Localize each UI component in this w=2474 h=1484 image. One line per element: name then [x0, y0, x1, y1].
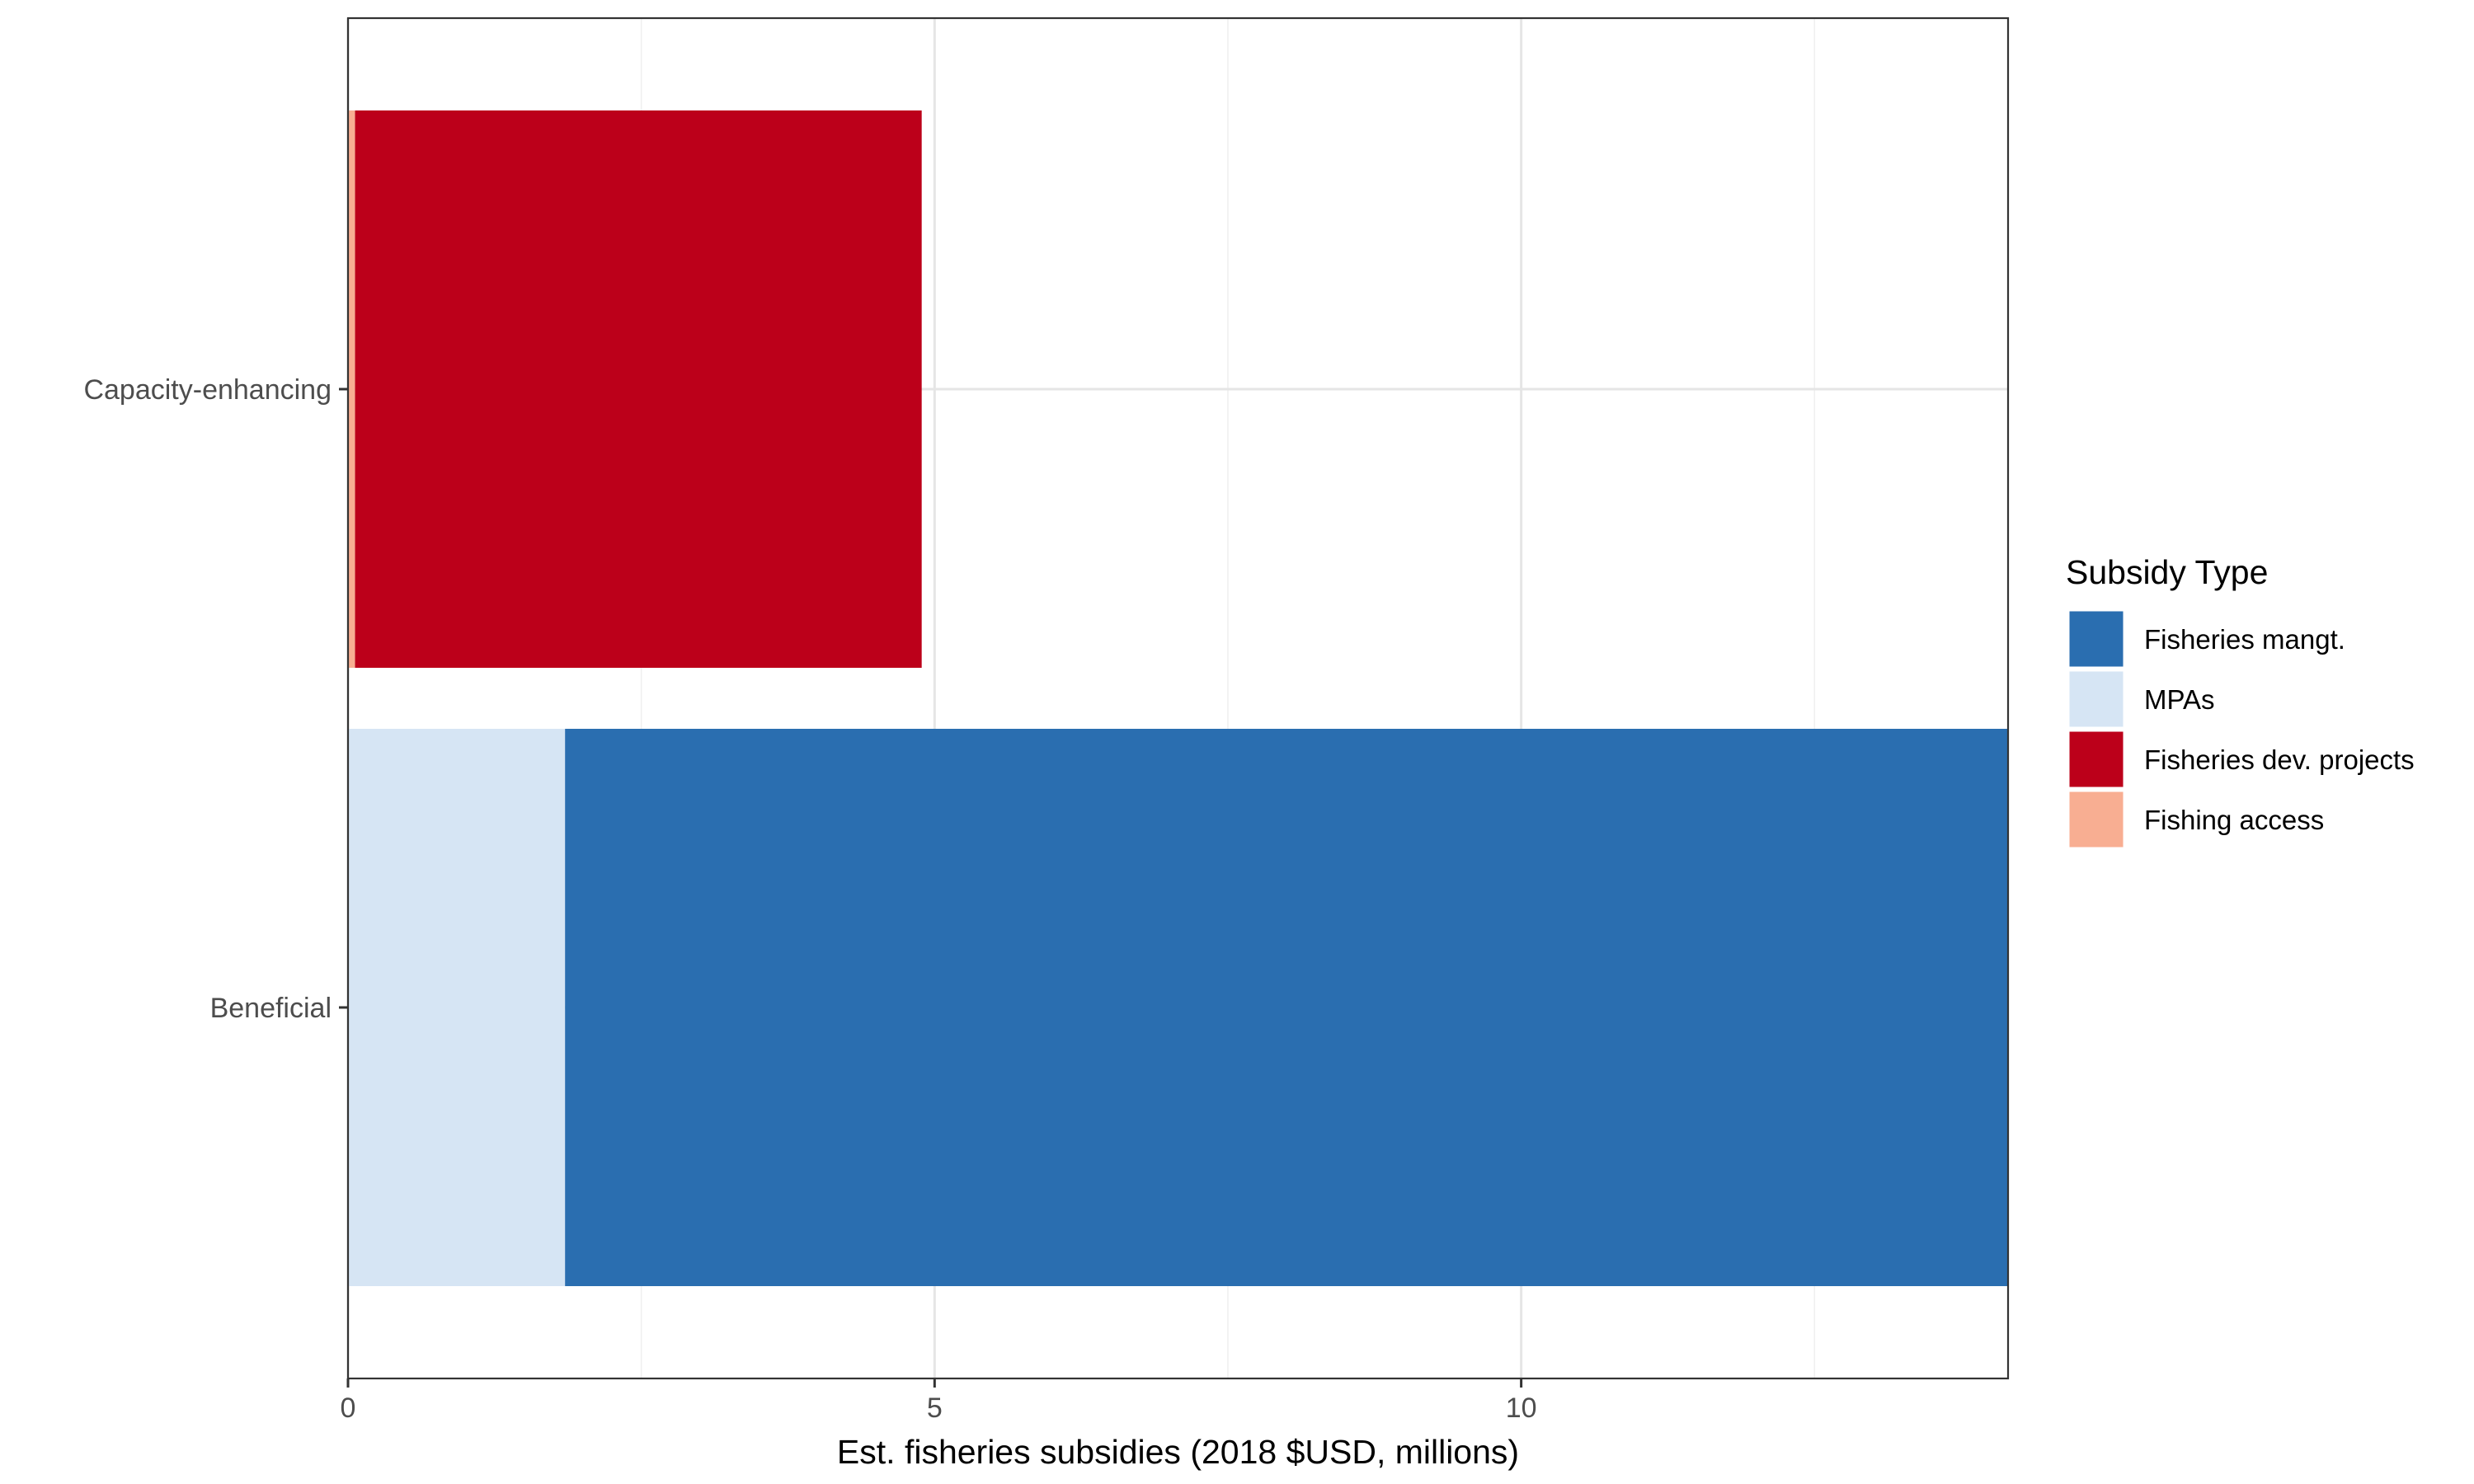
legend-key: [2067, 729, 2126, 790]
panel-border: [346, 16, 2010, 1380]
legend-label: Fisheries dev. projects: [2144, 744, 2415, 775]
x-tick-label: 5: [927, 1392, 943, 1424]
axes-layer: 0 5 10 Capacity-enhancing Beneficial: [83, 374, 1536, 1424]
legend-label: Fishing access: [2144, 805, 2324, 835]
legend-title: Subsidy Type: [2066, 553, 2268, 591]
bars-layer: [348, 110, 2008, 1286]
x-tick-label: 10: [1506, 1392, 1537, 1424]
legend: Subsidy Type Fisheries mangt. MPAs Fisheri…: [2066, 553, 2415, 850]
y-tick-label: Beneficial: [210, 993, 332, 1024]
legend-key: [2067, 789, 2126, 850]
x-axis-title: Est. fisheries subsidies (2018 $USD, mil…: [837, 1433, 1519, 1471]
legend-label: Fisheries mangt.: [2144, 624, 2345, 655]
legend-label: MPAs: [2144, 684, 2215, 715]
bar-segment: [565, 729, 2008, 1286]
bar-segment: [355, 110, 922, 668]
bar-segment: [348, 110, 355, 668]
y-tick-label: Capacity-enhancing: [83, 374, 332, 406]
bar-segment: [348, 729, 566, 1286]
legend-key: [2067, 608, 2126, 669]
x-tick-label: 0: [341, 1392, 356, 1424]
legend-key: [2067, 669, 2126, 730]
